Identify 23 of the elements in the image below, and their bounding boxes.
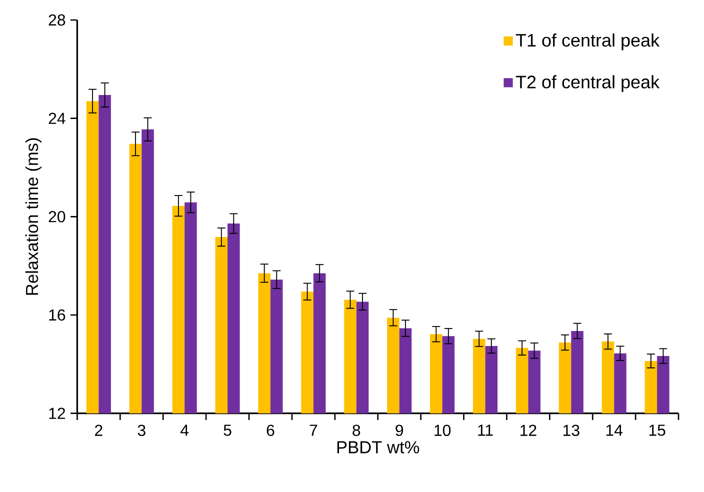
x-tick-label: 7 — [310, 424, 318, 436]
y-tick-label: 16 — [49, 309, 66, 321]
x-tick-label: 2 — [95, 424, 102, 436]
legend-label: T2 of central peak — [516, 75, 660, 92]
y-tick-label: 24 — [48, 112, 66, 124]
x-tick-label: 10 — [434, 424, 451, 436]
x-tick-label: 14 — [606, 424, 623, 436]
x-tick-label: 5 — [224, 424, 232, 436]
x-tick-label: 12 — [520, 424, 536, 436]
x-axis-title: PBDT wt% — [337, 441, 420, 454]
x-tick-label: 13 — [563, 424, 580, 436]
y-axis-title: Relaxation time (ms) — [25, 138, 42, 295]
x-tick-label: 6 — [266, 424, 274, 436]
x-tick-label: 8 — [352, 424, 360, 436]
y-tick-label: 12 — [49, 408, 66, 419]
x-tick-label: 9 — [396, 424, 404, 436]
x-tick-label: 15 — [649, 424, 666, 436]
y-tick-label: 20 — [48, 211, 66, 222]
x-tick-label: 4 — [180, 424, 189, 436]
y-tick-label: 28 — [48, 14, 66, 26]
x-tick-label: 11 — [478, 424, 493, 436]
legend-label: T1 of central peak — [516, 33, 660, 50]
x-tick-label: 3 — [138, 424, 146, 436]
